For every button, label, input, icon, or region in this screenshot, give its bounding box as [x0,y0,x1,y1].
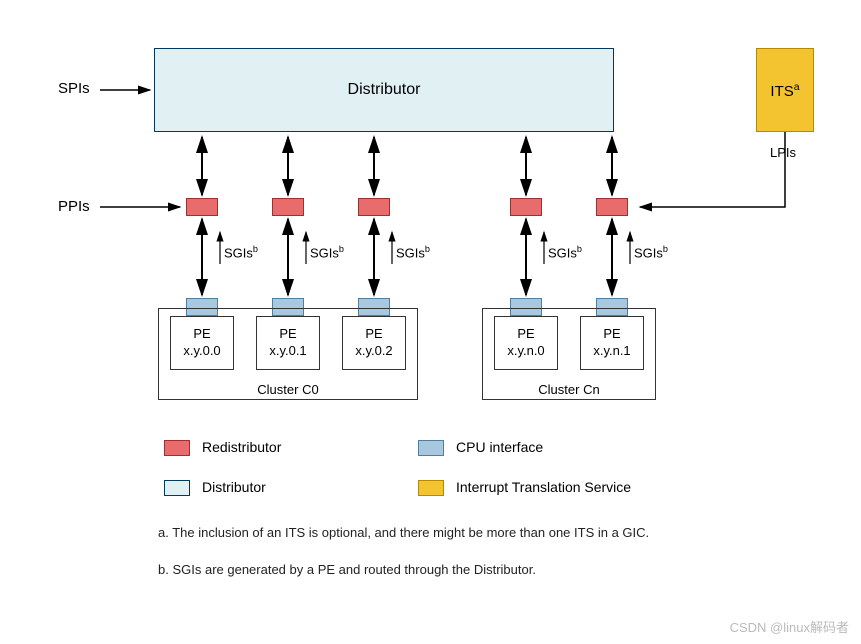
gic-diagram: SPIs Distributor ITSa LPIs PPIs SGIsb SGI… [0,0,861,644]
note-a: a. The inclusion of an ITS is optional, … [158,525,678,540]
sgis-label-4: SGIsb [634,244,668,260]
pe-box-4: PEx.y.n.1 [580,316,644,370]
ppis-label: PPIs [58,198,90,215]
watermark: CSDN @linux解码者 [730,617,849,636]
sgis-label-1: SGIsb [310,244,344,260]
redistributor-0 [186,198,218,216]
its-label: ITSa [770,81,799,100]
pe-box-0: PEx.y.0.0 [170,316,234,370]
legend-text-its: Interrupt Translation Service [456,479,631,495]
sgis-label-0: SGIsb [224,244,258,260]
sgis-label-3: SGIsb [548,244,582,260]
redistributor-3 [510,198,542,216]
lpis-label: LPIs [770,145,796,160]
spis-label: SPIs [58,80,90,97]
redistributor-2 [358,198,390,216]
legend-swatch-its [418,480,444,496]
pe-box-2: PEx.y.0.2 [342,316,406,370]
cluster-label-1: Cluster Cn [482,382,656,397]
legend-text-distributor: Distributor [202,479,266,495]
its-box: ITSa [756,48,814,132]
redistributor-4 [596,198,628,216]
pe-box-1: PEx.y.0.1 [256,316,320,370]
legend-text-cpuif: CPU interface [456,439,543,455]
legend-text-redistributor: Redistributor [202,439,281,455]
legend-swatch-redistributor [164,440,190,456]
pe-box-3: PEx.y.n.0 [494,316,558,370]
cluster-label-0: Cluster C0 [158,382,418,397]
distributor-box: Distributor [154,48,614,132]
redistributor-1 [272,198,304,216]
legend-swatch-cpuif [418,440,444,456]
legend-swatch-distributor [164,480,190,496]
sgis-label-2: SGIsb [396,244,430,260]
distributor-label: Distributor [348,81,421,99]
note-b: b. SGIs are generated by a PE and routed… [158,562,678,577]
